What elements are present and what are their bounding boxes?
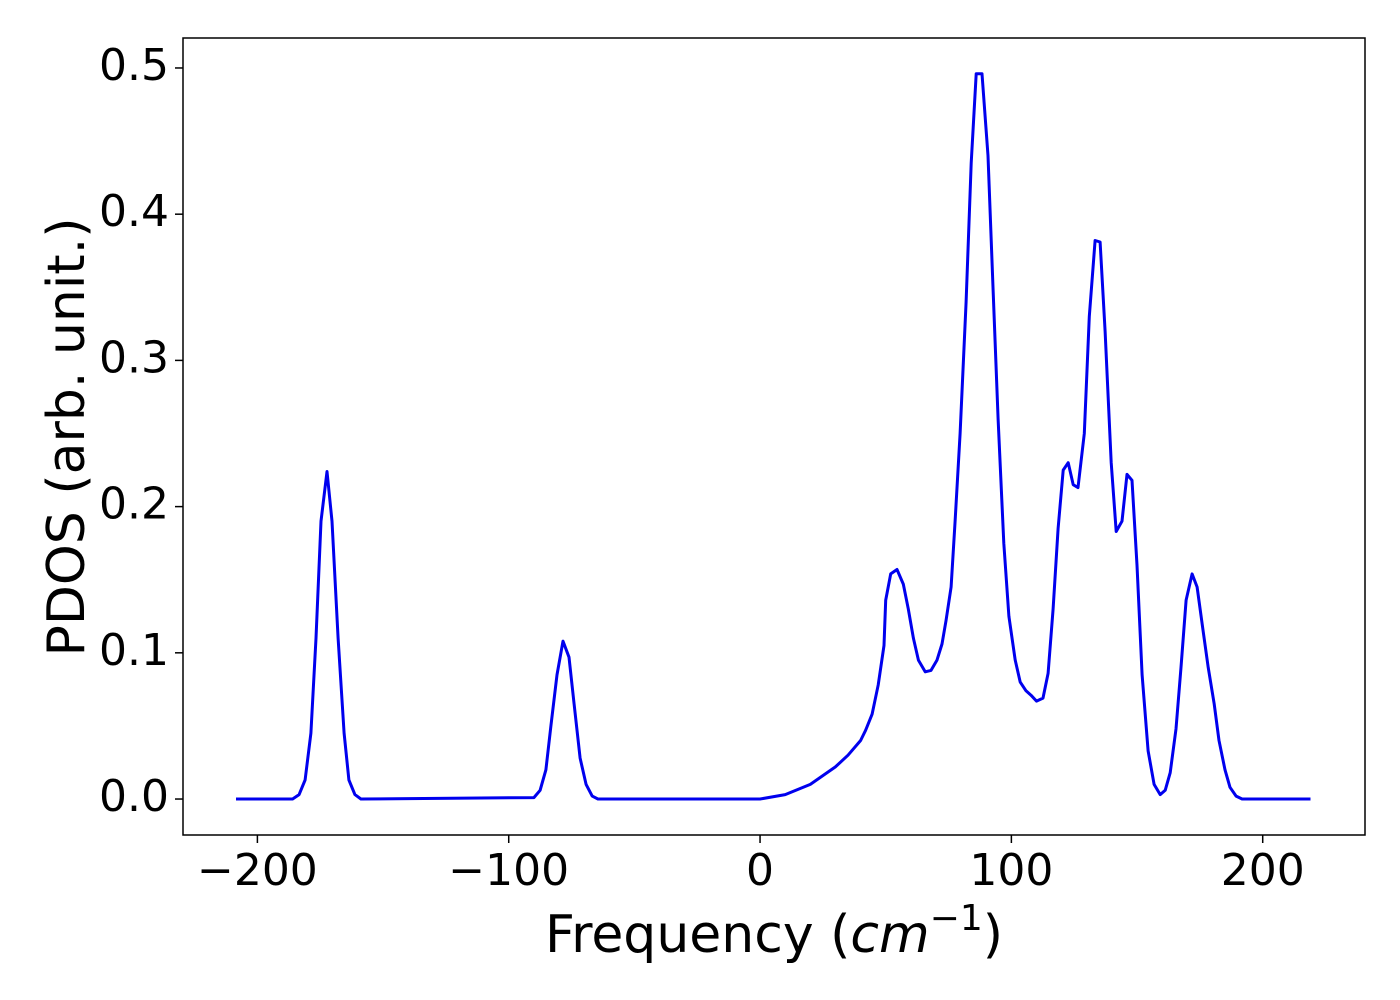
x-tick-label: 200 xyxy=(1221,845,1305,896)
x-label-end: ) xyxy=(983,905,1003,965)
x-tick-label: 0 xyxy=(746,845,774,896)
y-tick-label: 0.1 xyxy=(99,625,169,676)
y-axis-label: PDOS (arb. unit.) xyxy=(37,217,97,656)
y-tick-label: 0.2 xyxy=(99,479,169,530)
pdos-line xyxy=(236,72,1311,801)
plot-frame xyxy=(182,37,1366,836)
y-tick-label: 0.4 xyxy=(99,186,169,237)
y-tick-label: 0.0 xyxy=(99,771,169,822)
x-tick-label: −100 xyxy=(448,845,569,896)
x-label-exponent: −1 xyxy=(930,898,983,939)
x-axis-label: Frequency (cm−1) xyxy=(545,898,1003,965)
x-label-text: Frequency ( xyxy=(545,905,850,965)
x-tick-label: −200 xyxy=(197,845,318,896)
y-tick-label: 0.5 xyxy=(99,40,169,91)
x-label-unit: cm xyxy=(850,905,929,965)
y-tick-label: 0.3 xyxy=(99,332,169,383)
x-tick-label: 100 xyxy=(969,845,1053,896)
